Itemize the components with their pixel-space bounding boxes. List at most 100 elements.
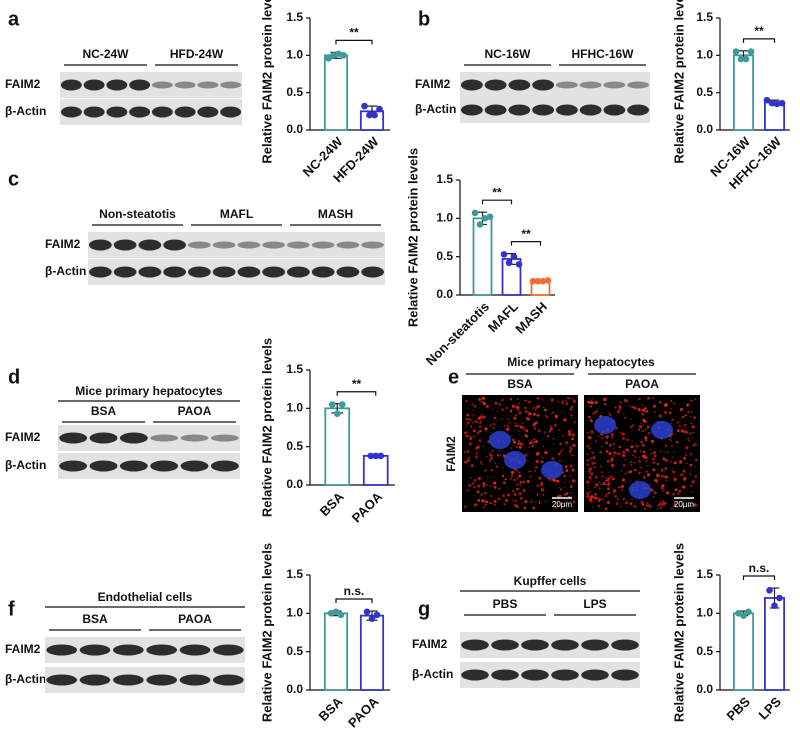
red-speck	[517, 398, 519, 400]
red-speck	[692, 431, 695, 434]
red-speck	[650, 452, 653, 455]
group-label: BSA	[82, 612, 108, 626]
red-speck	[590, 495, 594, 499]
red-speck	[525, 429, 529, 433]
red-speck	[588, 476, 592, 479]
blot-band	[180, 434, 209, 442]
red-speck	[469, 437, 472, 441]
data-point	[778, 99, 786, 107]
red-speck	[660, 470, 663, 472]
red-speck	[664, 445, 667, 447]
significance-bracket	[481, 199, 513, 205]
red-speck	[638, 428, 641, 431]
red-speck	[652, 457, 655, 461]
data-point	[529, 277, 537, 285]
red-speck	[521, 422, 524, 424]
red-speck	[612, 489, 617, 493]
red-speck	[561, 401, 564, 405]
blot-band	[220, 81, 242, 89]
red-speck	[679, 407, 684, 412]
red-speck	[680, 504, 683, 507]
red-speck	[490, 456, 493, 460]
red-speck	[512, 489, 515, 493]
red-speck	[542, 493, 545, 496]
red-speck	[525, 399, 527, 402]
data-point	[373, 611, 381, 619]
red-speck	[653, 461, 656, 464]
red-speck	[613, 454, 616, 457]
red-speck	[618, 445, 621, 449]
red-speck	[524, 500, 528, 504]
red-speck	[519, 442, 523, 446]
red-speck	[528, 446, 531, 448]
red-speck	[476, 421, 479, 424]
red-speck	[605, 435, 609, 439]
red-speck	[644, 420, 648, 424]
red-speck	[466, 421, 471, 425]
red-speck	[647, 396, 651, 400]
red-speck	[640, 500, 644, 504]
red-speck	[517, 424, 520, 427]
red-speck	[478, 416, 482, 420]
red-speck	[530, 501, 532, 504]
red-speck	[665, 459, 668, 462]
red-speck	[673, 402, 676, 405]
red-speck	[507, 493, 511, 497]
red-speck	[601, 446, 603, 448]
red-speck	[646, 502, 649, 505]
blot-title: Kupffer cells	[514, 574, 587, 588]
significance-label: n.s.	[344, 584, 365, 598]
blot-band	[174, 106, 196, 118]
red-speck	[472, 495, 475, 497]
red-speck	[560, 442, 562, 445]
data-point	[763, 96, 771, 104]
blot-title: Mice primary hepatocytes	[75, 384, 223, 398]
red-speck	[656, 462, 660, 466]
red-speck	[646, 473, 651, 477]
red-speck	[568, 397, 571, 400]
red-speck	[528, 400, 531, 404]
group-label: BSA	[91, 404, 117, 418]
blot-band	[212, 241, 236, 249]
red-speck	[591, 451, 594, 455]
row-label: β-Actin	[5, 672, 46, 686]
row-label: FAIM2	[45, 237, 81, 251]
red-speck	[565, 469, 569, 472]
red-speck	[525, 434, 528, 438]
blot-band	[146, 674, 178, 686]
red-speck	[683, 430, 687, 434]
red-speck	[658, 414, 662, 418]
red-speck	[551, 457, 555, 461]
red-speck	[665, 403, 668, 407]
y-tick-label: 0.5	[286, 644, 303, 658]
red-speck	[472, 429, 476, 433]
red-speck	[573, 421, 576, 424]
red-speck	[481, 499, 485, 503]
red-speck	[624, 416, 627, 419]
red-speck	[516, 405, 520, 409]
red-speck	[522, 501, 524, 504]
blot-band	[336, 241, 360, 249]
red-speck	[597, 499, 601, 503]
nucleus	[541, 461, 563, 479]
red-speck	[688, 504, 691, 507]
red-speck	[693, 503, 697, 507]
red-speck	[628, 487, 630, 489]
red-speck	[466, 459, 470, 462]
red-speck	[484, 427, 488, 431]
blot-band	[521, 669, 549, 681]
red-speck	[663, 410, 668, 415]
red-speck	[678, 425, 681, 427]
red-speck	[656, 475, 659, 478]
red-speck	[544, 432, 546, 435]
red-speck	[633, 449, 637, 453]
red-speck	[593, 462, 597, 465]
red-speck	[479, 429, 482, 433]
red-speck	[562, 460, 565, 462]
blot-band	[174, 81, 196, 89]
y-tick-label: 1.0	[286, 606, 303, 620]
red-speck	[644, 456, 648, 460]
y-tick-label: 1.0	[286, 401, 303, 415]
red-speck	[500, 418, 503, 420]
red-speck	[561, 411, 563, 414]
